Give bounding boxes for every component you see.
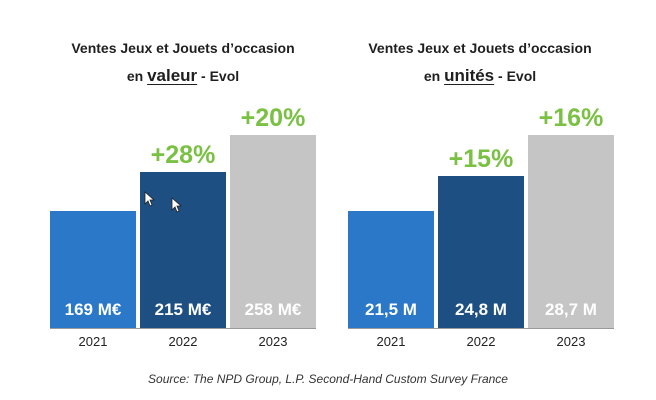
x-axis-baseline: [50, 328, 316, 329]
bar-value-label: 215 M€: [154, 300, 212, 319]
bar-2023: [230, 135, 316, 328]
title-emphasis: valeur: [147, 66, 198, 85]
title-line1: Ventes Jeux et Jouets d’occasion: [71, 40, 295, 56]
title-prefix: en: [126, 68, 144, 84]
bar-value-label: 24,8 M: [455, 300, 507, 319]
bar-2023: [528, 135, 614, 328]
title-line2: en unités - Evol: [330, 62, 630, 90]
x-tick-label: 2023: [258, 334, 288, 349]
title-suffix: - Evol: [201, 68, 240, 84]
source-note: Source: The NPD Group, L.P. Second-Hand …: [148, 372, 508, 386]
title-suffix: - Evol: [498, 68, 537, 84]
bar-2021: [348, 211, 434, 328]
x-tick-label: 2022: [466, 334, 496, 349]
x-tick-label: 2023: [556, 334, 586, 349]
evolution-label: +15%: [448, 145, 514, 174]
evolution-label: +28%: [150, 140, 216, 169]
bar-value-label: 28,7 M: [545, 300, 597, 319]
title-emphasis: unités: [444, 66, 495, 85]
x-tick-label: 2021: [376, 334, 406, 349]
cursor-icon: [144, 191, 156, 207]
bar-2022: [140, 171, 226, 328]
x-axis-baseline: [348, 328, 614, 329]
title-prefix: en: [423, 68, 441, 84]
x-tick-label: 2022: [168, 334, 198, 349]
title-line2: en valeur - Evol: [33, 62, 333, 90]
bar-2022: [438, 176, 524, 328]
evolution-label: +16%: [538, 104, 604, 132]
title-line1: Ventes Jeux et Jouets d’occasion: [368, 40, 592, 56]
cursor-icon: [171, 197, 183, 213]
bar-2021: [50, 211, 136, 328]
chart-title-valeur: Ventes Jeux et Jouets d’occasion en vale…: [33, 34, 333, 90]
chart-title-unites: Ventes Jeux et Jouets d’occasion en unit…: [330, 34, 630, 90]
bar-value-label: 258 M€: [244, 300, 302, 319]
x-tick-label: 2021: [78, 334, 108, 349]
bar-value-label: 21,5 M: [365, 300, 417, 319]
bar-value-label: 169 M€: [64, 300, 122, 319]
evolution-label: +20%: [240, 104, 306, 132]
